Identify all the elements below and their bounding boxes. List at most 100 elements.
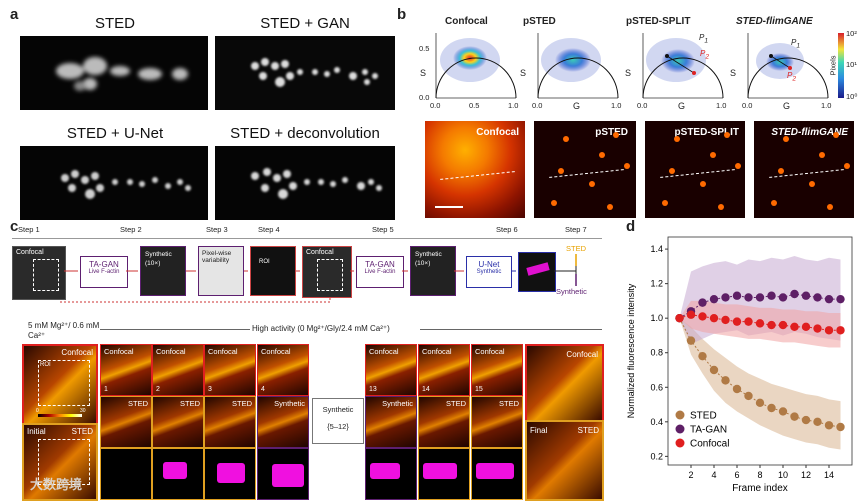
y-axis-label: Normalized fluorescence intensity — [626, 283, 636, 418]
legend-label-ta-gan: TA-GAN — [690, 425, 727, 436]
activity-mask — [272, 464, 304, 487]
step2-tagan-label: TA-GAN — [89, 260, 119, 269]
point-confocal — [709, 313, 719, 323]
point-confocal — [836, 326, 845, 335]
point-sted — [686, 336, 696, 345]
step-4: Step 4 — [258, 225, 280, 234]
step6-unet-box: U-Net Synthetic — [466, 256, 512, 288]
left-sted-label: STED — [71, 427, 93, 436]
x-tick-label: 14 — [824, 470, 834, 480]
p1-label-2: P1 — [791, 38, 801, 50]
y-tick-label: 1.4 — [650, 244, 663, 254]
point-sted — [721, 376, 730, 385]
colorbar-max: 30 — [80, 408, 86, 414]
step5-live-factin: Live F-actin — [364, 269, 396, 275]
intensity-colorbar — [38, 414, 82, 417]
point-sted — [755, 398, 765, 408]
point-sted — [813, 417, 822, 427]
confocal-tile-label: Confocal — [104, 347, 134, 356]
s-tick-00-1: 0.0 — [419, 93, 430, 102]
step5-synthetic-label: Synthetic — [415, 251, 442, 258]
confocal-image-label: Confocal — [476, 127, 519, 138]
step5-synthetic-stack: Synthetic (10×) — [410, 246, 456, 296]
g-tick-00-3: 0.0 — [637, 101, 648, 110]
step-1: Step 1 — [18, 225, 40, 234]
point-sted — [744, 391, 753, 401]
mask-tile-15 — [471, 448, 523, 500]
g-tick-10-3: 1.0 — [716, 101, 727, 110]
confocal-tile-15: Confocal 15 — [471, 344, 523, 396]
point-sted — [778, 407, 788, 416]
p2-label: P2 — [700, 49, 710, 61]
confocal-tile-label: Confocal — [261, 347, 291, 356]
mask-tile-2 — [152, 448, 204, 500]
sted-unet-image — [20, 146, 208, 220]
step6-unet-label: U-Net — [478, 260, 500, 269]
sted-tile-label: STED — [498, 399, 519, 408]
step-5: Step 5 — [372, 225, 394, 234]
confocal-image: Confocal — [425, 121, 525, 218]
phasor-title-psted: pSTED — [523, 16, 556, 27]
point-ta-gan — [790, 289, 799, 299]
x-tick-label: 8 — [757, 470, 762, 480]
step5-roi — [317, 259, 343, 291]
point-ta-gan — [709, 294, 719, 304]
point-sted — [767, 403, 776, 413]
left-roi-label: ROI — [40, 362, 51, 368]
activity-mask — [476, 463, 514, 479]
step-7: Step 7 — [565, 225, 587, 234]
sted-tile-2: STED — [152, 396, 204, 448]
point-confocal — [790, 322, 799, 332]
y-tick-label: 0.8 — [650, 348, 663, 358]
synthetic-range-box: Synthetic {5–12} — [312, 398, 364, 444]
point-sted — [801, 415, 811, 425]
s-axis-label: S — [420, 68, 427, 78]
legend-label-sted: STED — [690, 411, 717, 422]
g-tick-10-2: 1.0 — [611, 101, 622, 110]
point-sted — [824, 421, 834, 430]
y-tick-label: 1.0 — [650, 313, 663, 323]
frame-number: 1 — [104, 386, 108, 393]
sted-tile-15: STED — [471, 396, 523, 448]
step3-pixelwise-label: Pixel-wise variability — [202, 250, 232, 264]
y-tick-label: 0.4 — [650, 417, 663, 427]
phasor-plots — [435, 33, 844, 99]
left-sted-tile: Initial STED — [22, 423, 98, 501]
confocal-tile-label: Confocal — [422, 347, 452, 356]
confocal-tile-4: Confocal 4 — [257, 344, 309, 396]
sted-tile-1: STED — [100, 396, 152, 448]
g-tick-05: 0.5 — [469, 101, 480, 110]
point-confocal — [698, 312, 707, 321]
step6-unet-sub: Synthetic — [476, 269, 502, 275]
activity-mask — [217, 463, 245, 483]
sted-tile-label: Synthetic — [274, 399, 305, 408]
g-axis-label-2: G — [573, 101, 581, 111]
y-tick-label: 0.2 — [650, 451, 663, 461]
step4-roi-label: ROI — [259, 259, 270, 265]
sted-deconv-title: STED + deconvolution — [230, 125, 380, 142]
step2-synthetic-label: Synthetic — [145, 251, 172, 258]
point-ta-gan — [721, 293, 730, 302]
colorbar-tick-mid: 10¹ — [846, 60, 857, 69]
point-confocal — [744, 317, 753, 326]
left-roi-box — [38, 360, 90, 406]
confocal-tile-label: Confocal — [156, 347, 186, 356]
point-sted — [709, 365, 719, 375]
step7-synthetic-label: Synthetic — [556, 287, 587, 296]
synthetic-range-title: Synthetic — [322, 405, 354, 414]
sted-tile-3: STED — [204, 396, 256, 448]
point-ta-gan — [836, 294, 845, 304]
sted-tile-4: Synthetic — [257, 396, 309, 448]
legend-label-confocal: Confocal — [690, 439, 729, 450]
point-ta-gan — [698, 298, 707, 307]
point-ta-gan — [744, 293, 753, 302]
point-ta-gan — [778, 293, 788, 302]
panel-b-label: b — [397, 6, 407, 23]
mask-tile-1 — [100, 448, 152, 500]
sted-tile-label: Synthetic — [382, 399, 413, 408]
sted-tile-label: STED — [231, 399, 252, 408]
colorbar-label: Pixels — [828, 55, 838, 76]
step-2: Step 2 — [120, 225, 142, 234]
sted-tile-14: STED — [418, 396, 470, 448]
p2-label-2: P2 — [787, 71, 797, 83]
